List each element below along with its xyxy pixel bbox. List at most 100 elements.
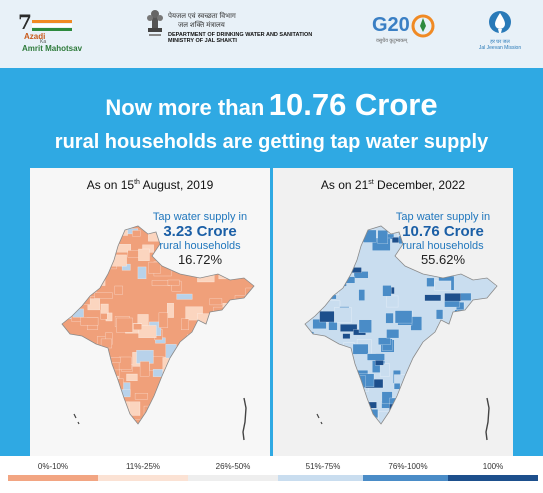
- district-patch: [324, 392, 340, 408]
- district-patch: [447, 357, 457, 367]
- flag-stripe-saffron: [32, 20, 72, 23]
- district-patch: [93, 242, 107, 253]
- district-patch: [503, 346, 513, 354]
- district-patch: [66, 381, 73, 392]
- district-patch: [470, 348, 488, 360]
- district-patch: [488, 360, 497, 374]
- district-patch: [133, 323, 143, 331]
- district-patch: [426, 277, 435, 287]
- district-patch: [358, 404, 371, 414]
- district-patch: [84, 425, 90, 440]
- district-patch: [252, 331, 254, 346]
- district-patch: [464, 353, 474, 360]
- g20-tagline: वसुधैव कुटुम्बकम्: [376, 38, 408, 44]
- azadi-numeral: 7: [18, 10, 32, 34]
- district-patch: [342, 374, 353, 390]
- district-patch: [224, 361, 239, 376]
- district-patch: [209, 298, 223, 306]
- district-patch: [138, 248, 150, 262]
- district-patch: [424, 294, 442, 302]
- district-patch: [227, 307, 238, 314]
- district-patch: [233, 408, 241, 422]
- g20-logo: G20 वसुधैव कुटुम्बकम्: [372, 14, 438, 54]
- headline-line1: Now more than 10.76 Crore: [0, 87, 543, 123]
- district-patch: [436, 326, 450, 336]
- district-patch: [415, 395, 434, 410]
- district-patch: [332, 383, 346, 398]
- stat-line3: rural households: [402, 240, 484, 252]
- district-patch: [366, 353, 385, 361]
- district-patch: [134, 393, 148, 400]
- district-patch: [167, 279, 180, 286]
- panel-date: As on 21st December, 2022: [320, 178, 466, 192]
- district-patch: [252, 306, 254, 319]
- district-patch: [83, 375, 97, 387]
- azadi-line2: Ka: [40, 39, 47, 45]
- district-patch: [73, 276, 85, 291]
- india-outline: [304, 225, 498, 425]
- district-patch: [176, 293, 193, 300]
- district-patch: [386, 329, 400, 339]
- district-patch: [78, 422, 87, 424]
- lakshadweep-islands: [316, 413, 323, 425]
- district-patch: [211, 369, 220, 380]
- district-patch: [189, 347, 206, 356]
- district-patch: [66, 246, 79, 254]
- district-patch: [468, 312, 483, 322]
- district-patch: [417, 392, 427, 401]
- district-patch: [472, 424, 480, 435]
- district-patch: [224, 332, 236, 340]
- district-patch: [250, 339, 254, 346]
- district-patch: [487, 316, 497, 324]
- district-patch: [197, 313, 215, 328]
- district-patch: [112, 421, 131, 424]
- district-patch: [342, 333, 351, 339]
- district-patch: [245, 379, 254, 390]
- district-patch: [434, 280, 452, 291]
- district-patch: [448, 356, 467, 366]
- district-patch: [62, 373, 71, 386]
- district-patch: [73, 249, 84, 257]
- district-patch: [208, 422, 220, 424]
- district-patch: [318, 369, 335, 381]
- district-patch: [431, 362, 444, 370]
- district-patch: [347, 267, 362, 274]
- district-patch: [63, 233, 81, 248]
- stat-percent: 16.72%: [177, 252, 223, 267]
- district-patch: [452, 367, 465, 380]
- district-patch: [477, 337, 492, 346]
- district-patch: [69, 256, 85, 263]
- district-patch: [250, 330, 254, 343]
- district-patch: [216, 412, 225, 419]
- district-patch: [70, 391, 79, 401]
- stat-line1: Tap water supply in: [152, 211, 248, 223]
- district-patch: [247, 342, 254, 353]
- district-patch: [254, 394, 270, 405]
- district-patch: [490, 378, 497, 384]
- district-patch: [381, 391, 393, 404]
- district-patch: [454, 349, 467, 362]
- district-patch: [315, 230, 333, 241]
- district-patch: [119, 421, 129, 424]
- district-patch: [471, 321, 487, 337]
- stat-value: 3.23 Crore: [163, 223, 237, 240]
- district-patch: [73, 396, 88, 407]
- district-patch: [226, 348, 241, 364]
- district-patch: [191, 350, 199, 365]
- water-drop-icon: [489, 11, 511, 33]
- district-patch: [227, 406, 238, 422]
- stat-line1: Tap water supply in: [395, 211, 491, 223]
- legend-item: 0%-10%: [8, 462, 98, 481]
- district-patch: [77, 258, 89, 265]
- district-patch: [439, 352, 449, 358]
- azadi-ka-amrit-mahotsav-logo: 7 Azadi Ka Amrit Mahotsav: [14, 10, 84, 56]
- district-patch: [454, 417, 470, 424]
- district-patch: [495, 382, 497, 389]
- district-patch: [217, 408, 229, 419]
- district-patch: [219, 423, 233, 424]
- headline-prefix: Now more than: [105, 95, 265, 120]
- district-patch: [69, 343, 87, 358]
- district-patch: [438, 342, 457, 353]
- district-patch: [138, 325, 157, 339]
- district-patch: [126, 373, 138, 382]
